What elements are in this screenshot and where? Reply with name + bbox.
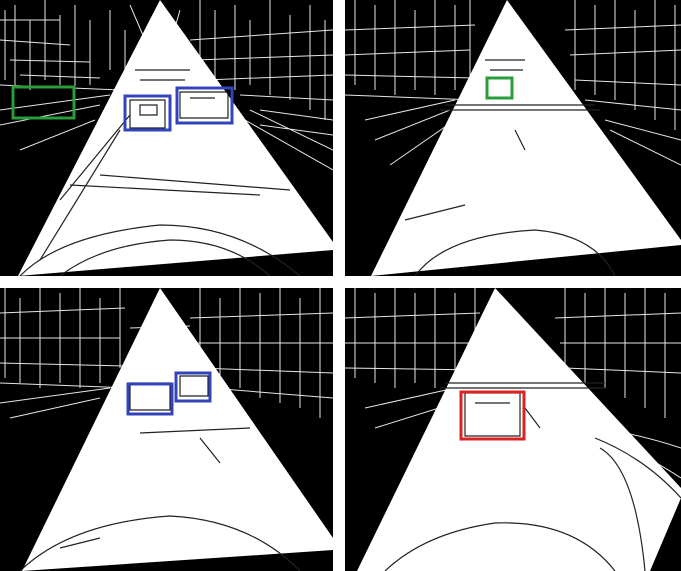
road-region: [18, 0, 333, 276]
city-edges: [0, 288, 333, 419]
road-edges: [19, 69, 301, 276]
city-edges: [0, 0, 333, 171]
edge-image-top-right: [345, 0, 681, 276]
road-region: [371, 0, 681, 276]
edge-panel-top-right: [345, 0, 681, 276]
detection-box-blue: [126, 382, 174, 416]
road-region: [22, 288, 333, 571]
detection-box-blue: [174, 371, 212, 403]
edge-image-top-left: [0, 0, 333, 276]
detection-box-red: [459, 390, 526, 441]
road-region: [357, 288, 681, 571]
detection-box-blue: [123, 94, 172, 132]
detection-box-green: [485, 76, 514, 100]
edge-image-bottom-right: [345, 288, 681, 571]
city-edges: [345, 0, 681, 166]
edge-panel-bottom-left: [0, 288, 333, 571]
edge-image-bottom-left: [0, 288, 333, 571]
edge-panel-bottom-right: [345, 288, 681, 571]
road-edges: [404, 59, 616, 276]
detection-box-blue: [175, 86, 234, 125]
edge-panel-top-left: [0, 0, 333, 276]
detection-box-green: [11, 85, 76, 120]
